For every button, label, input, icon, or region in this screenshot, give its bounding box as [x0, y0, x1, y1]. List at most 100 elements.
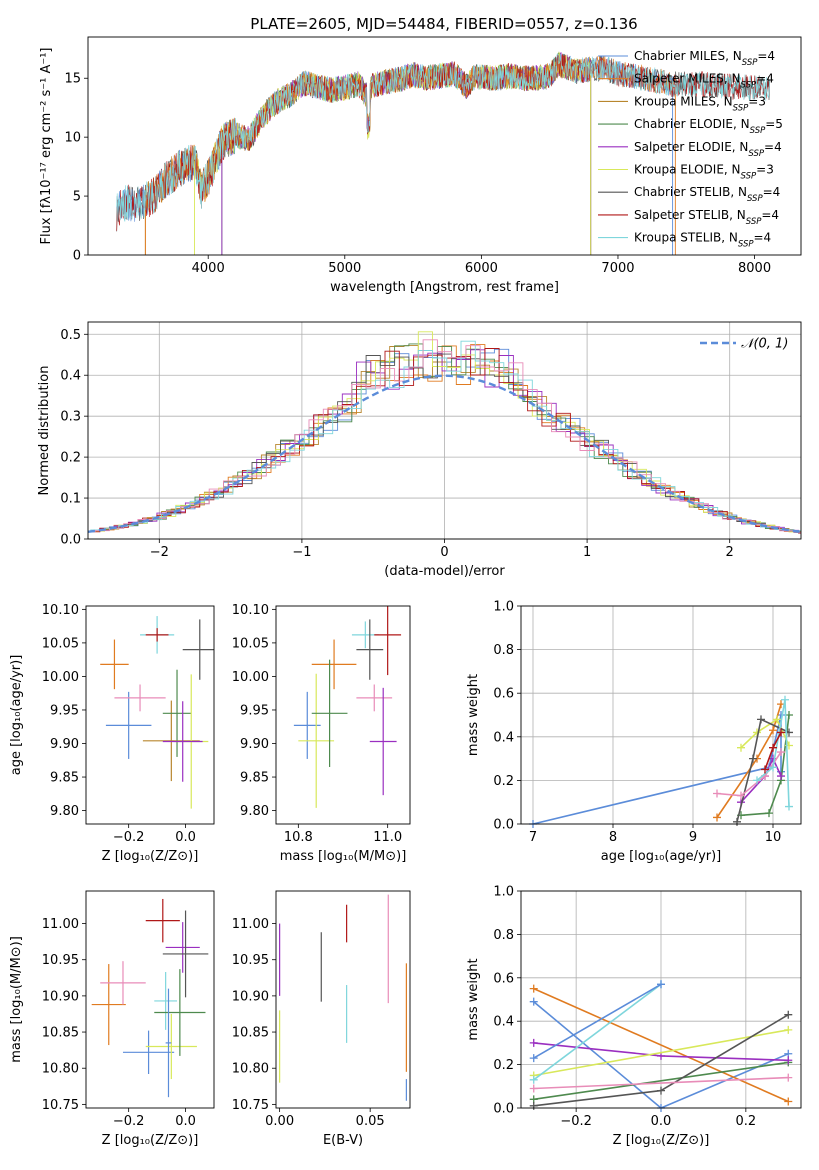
weight-series-line [533, 1001, 789, 1108]
y-tick-label: 10.80 [42, 1062, 79, 1077]
y-axis-label: Normed distribution [37, 366, 52, 496]
legend-entry-label: Chabrier STELIB, NSSP=4 [634, 185, 780, 204]
y-tick-label: 0.6 [493, 971, 514, 986]
weight-marker [733, 817, 741, 826]
y-tick-label: 10.85 [232, 1026, 269, 1041]
y-tick-label: 0.5 [60, 328, 81, 343]
y-tick-label: 0.2 [493, 1058, 514, 1073]
x-axis-label: age [log₁₀(age/yr)] [601, 849, 722, 864]
x-tick-label: 0.0 [175, 830, 196, 845]
weight-marker [529, 1054, 538, 1063]
x-tick-label: 5000 [328, 261, 361, 276]
y-tick-label: 9.80 [50, 804, 79, 819]
axes-mass_vs_Z: −0.2 0.0 10.75 10.80 10.85 10.90 10.95 11.00 Z [… [9, 890, 215, 1148]
axes-frame [87, 36, 802, 256]
y-tick-label: 10.95 [232, 953, 269, 968]
y-tick-label: 11.00 [42, 917, 79, 932]
axes-frame [520, 605, 802, 825]
x-tick-label: 9 [689, 830, 697, 845]
x-tick-label: 8 [609, 830, 617, 845]
y-tick-label: 0.2 [60, 451, 81, 466]
weight-series-line [736, 718, 790, 822]
y-tick-label: 10.10 [232, 603, 269, 618]
weight-marker [529, 984, 538, 993]
weight-marker [749, 754, 757, 763]
y-tick-label: 10.90 [232, 989, 269, 1004]
y-tick-label: 10.85 [42, 1026, 79, 1041]
weight-marker [784, 1073, 793, 1082]
weight-marker [529, 1075, 538, 1084]
y-tick-label: 9.85 [240, 771, 269, 786]
axes-frame [85, 605, 215, 825]
x-tick-label: 1 [583, 545, 591, 560]
weight-marker [713, 813, 721, 822]
axes-weight_vs_Z: −0.2 0.0 0.2 0.0 0.2 0.4 0.6 0.8 1.0 Z [log₁₀(Z/Z… [466, 885, 802, 1148]
x-tick-label: 6000 [465, 261, 498, 276]
weight-series-line [533, 1061, 789, 1101]
y-axis-label: Flux [fλ10⁻¹⁷ erg cm⁻² s⁻¹ A⁻¹] [39, 48, 54, 245]
weight-marker [777, 748, 785, 757]
x-axis-label: (data-model)/error [384, 564, 505, 579]
y-tick-label: 1.0 [493, 600, 514, 615]
residual-histogram [88, 344, 801, 534]
axes-weight_vs_age: 7 8 9 10 0.0 0.2 0.4 0.6 0.8 1.0 age [log₁₀(age/yr… [466, 600, 802, 864]
x-tick-label: 8000 [738, 261, 771, 276]
weight-series-line [756, 699, 790, 807]
y-tick-label: 10.05 [42, 636, 79, 651]
weight-marker [769, 743, 777, 752]
y-tick-label: 0.2 [493, 774, 514, 789]
weight-series-line [532, 714, 782, 824]
weight-marker [713, 789, 721, 798]
residual-histogram [88, 339, 801, 533]
x-tick-label: 0.2 [736, 1114, 757, 1129]
x-tick-label: 0.0 [175, 1114, 196, 1129]
weight-marker [777, 772, 785, 781]
y-axis-label: age [log₁₀(age/yr)] [9, 655, 24, 776]
weight-marker [769, 754, 777, 763]
x-tick-label: 2 [726, 545, 734, 560]
weight-series-line [740, 714, 790, 817]
y-tick-label: 5 [73, 190, 81, 205]
x-tick-label: 0.0 [651, 1114, 672, 1129]
legend-entry-label: Kroupa ELODIE, NSSP=3 [634, 163, 774, 182]
x-tick-label: 0.05 [356, 1114, 385, 1129]
spectrum-series-line [116, 53, 770, 222]
y-tick-label: 0.0 [60, 533, 81, 548]
y-tick-label: 0.4 [493, 730, 514, 745]
y-axis-label: mass weight [466, 674, 481, 756]
y-tick-label: 0.4 [60, 369, 81, 384]
axes-frame [275, 605, 411, 825]
y-tick-label: 10.00 [232, 670, 269, 685]
figure-title: PLATE=2605, MJD=54484, FIBERID=0557, z=0… [250, 15, 637, 33]
x-axis-label: mass [log₁₀(M/M⊙)] [280, 849, 407, 864]
weight-marker [529, 997, 538, 1006]
axes-frame [275, 890, 411, 1109]
weight-marker [785, 802, 793, 811]
y-axis-label: mass [log₁₀(M/M⊙)] [9, 936, 24, 1063]
weight-series-line [533, 987, 789, 1103]
y-tick-label: 10.80 [232, 1062, 269, 1077]
weight-marker [784, 1097, 793, 1106]
x-axis-label: Z [log₁₀(Z/Z⊙)] [613, 1133, 710, 1148]
weight-marker [769, 763, 777, 772]
y-tick-label: 11.00 [232, 917, 269, 932]
legend-entry-label: Chabrier ELODIE, NSSP=5 [634, 117, 783, 136]
x-axis-label: Z [log₁₀(Z/Z⊙)] [102, 849, 199, 864]
legend-entry-label: Kroupa MILES, NSSP=3 [634, 94, 766, 113]
legend-entry-label: 𝒩(0, 1) [741, 337, 788, 352]
x-tick-label: 10 [765, 830, 782, 845]
weight-marker [773, 715, 781, 724]
x-tick-label: −2 [150, 545, 169, 560]
axes-frame [520, 890, 802, 1109]
x-tick-label: 7 [529, 830, 537, 845]
x-tick-label: 4000 [192, 261, 225, 276]
y-tick-label: 9.95 [50, 703, 79, 718]
weight-marker [761, 765, 769, 774]
y-tick-label: 10.75 [42, 1098, 79, 1113]
y-tick-label: 9.95 [240, 703, 269, 718]
x-tick-label: 0 [440, 545, 448, 560]
x-tick-label: 11.0 [373, 830, 402, 845]
x-tick-label: 0.00 [265, 1114, 294, 1129]
weight-marker [765, 809, 773, 818]
y-tick-label: 10 [64, 131, 81, 146]
